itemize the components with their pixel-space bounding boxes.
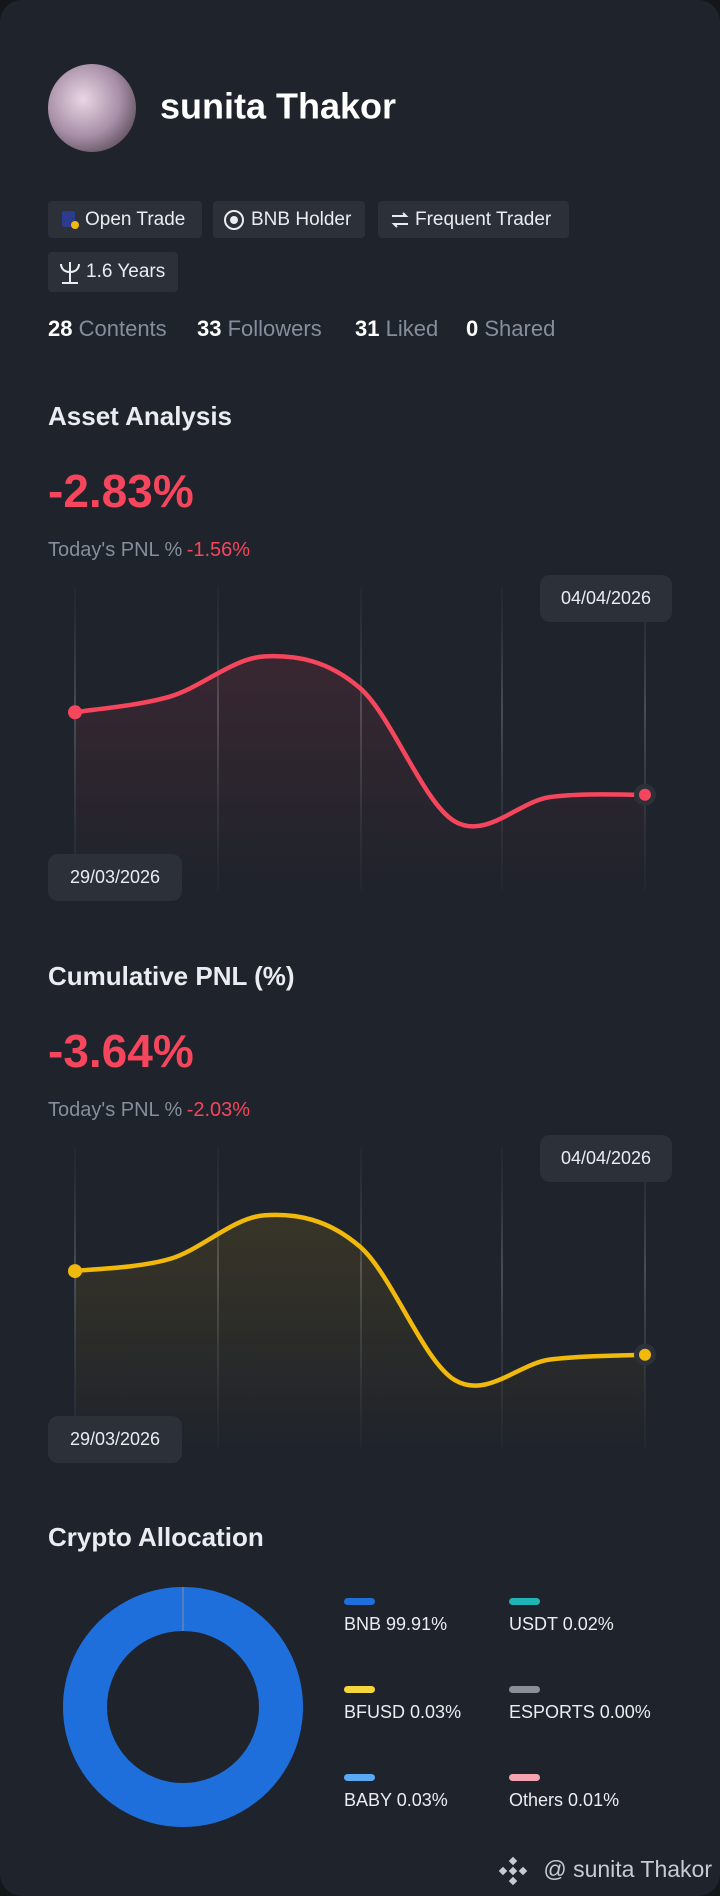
- headline-value: -3.64%: [48, 1025, 194, 1077]
- avatar[interactable]: [48, 64, 136, 152]
- legend-value: 0.02%: [563, 1614, 614, 1634]
- stat: 33 Followers: [197, 316, 322, 341]
- line: [72, 1212, 648, 1388]
- line-chart: 29/03/2026 04/04/2026: [48, 1135, 672, 1463]
- legend-swatch: [509, 1598, 540, 1605]
- legend-name: USDT: [509, 1614, 558, 1634]
- legend-item: USDT 0.02%: [509, 1598, 614, 1634]
- pnl-label: Today's PNL %: [48, 539, 182, 561]
- badge[interactable]: Frequent Trader: [378, 201, 569, 238]
- legend-text: USDT 0.02%: [509, 1614, 614, 1634]
- area: [75, 656, 645, 890]
- section-title: Cumulative PNL (%): [48, 961, 295, 991]
- legend-value: 0.00%: [600, 1702, 651, 1722]
- start-point: [68, 1264, 82, 1279]
- stat-label: Followers: [228, 316, 322, 341]
- legend-text: BNB 99.91%: [344, 1614, 447, 1634]
- stat-count: 28: [48, 316, 72, 341]
- pnl-row: Today's PNL % -1.56%: [48, 539, 250, 561]
- legend-text: ESPORTS 0.00%: [509, 1702, 651, 1722]
- stat: 31 Liked: [355, 316, 438, 341]
- date-bubble: [540, 575, 672, 622]
- legend-item: Others 0.01%: [509, 1774, 619, 1810]
- legend-swatch: [509, 1774, 540, 1781]
- headline-value: -2.83%: [48, 465, 194, 517]
- badge[interactable]: 1.6 Years: [48, 252, 178, 292]
- legend-item: BFUSD 0.03%: [344, 1686, 461, 1722]
- pnl-label: Today's PNL %: [48, 1099, 182, 1121]
- date-bubble: [48, 1416, 182, 1463]
- date-label: 04/04/2026: [561, 588, 651, 608]
- section-title: Asset Analysis: [48, 401, 232, 431]
- legend-item: ESPORTS 0.00%: [509, 1686, 651, 1722]
- legend-value: 0.03%: [397, 1790, 448, 1810]
- legend-text: BFUSD 0.03%: [344, 1702, 461, 1722]
- legend-name: BNB: [344, 1614, 381, 1634]
- stat-count: 33: [197, 316, 221, 341]
- badge[interactable]: BNB Holder: [213, 201, 365, 238]
- legend-value: 0.03%: [410, 1702, 461, 1722]
- cumulative-pnl: Cumulative PNL (%) -3.64% Today's PNL % …: [48, 961, 295, 1121]
- legend-swatch: [344, 1686, 375, 1693]
- guide-line: [644, 1147, 646, 1448]
- stat-label: Shared: [484, 316, 555, 341]
- legend-item: BABY 0.03%: [344, 1774, 448, 1810]
- pnl-value: -2.03%: [187, 1099, 251, 1121]
- legend-text: BABY 0.03%: [344, 1790, 448, 1810]
- badge-text: Open Trade: [85, 209, 185, 230]
- footer-text: @ sunita Thakor: [543, 1856, 712, 1882]
- line-chart: 29/03/2026 04/04/2026: [48, 575, 672, 901]
- legend-value: 99.91%: [386, 1614, 447, 1634]
- guide-line: [644, 587, 646, 890]
- date-label: 29/03/2026: [70, 867, 160, 887]
- stat-count: 31: [355, 316, 379, 341]
- end-point-dot: [639, 788, 651, 801]
- legend-swatch: [509, 1686, 540, 1693]
- date-label: 29/03/2026: [70, 1429, 160, 1449]
- pnl-row: Today's PNL % -2.03%: [48, 1099, 250, 1121]
- legend-swatch: [344, 1774, 375, 1781]
- stat-label: Contents: [79, 316, 167, 341]
- badge-text: 1.6 Years: [86, 261, 165, 282]
- date-bubble: [48, 854, 182, 901]
- legend-name: BABY: [344, 1790, 392, 1810]
- user-name: sunita Thakor: [160, 86, 396, 127]
- date-label: 04/04/2026: [561, 1148, 651, 1168]
- line: [72, 653, 648, 829]
- legend-item: BNB 99.91%: [344, 1598, 447, 1634]
- legend-name: Others: [509, 1790, 563, 1810]
- badge-text: BNB Holder: [251, 209, 352, 230]
- badge-text: Frequent Trader: [415, 209, 552, 230]
- legend-name: BFUSD: [344, 1702, 405, 1722]
- stat: 0 Shared: [466, 316, 555, 341]
- stat: 28 Contents: [48, 316, 167, 341]
- guide-line: [501, 587, 503, 890]
- asset-analysis: Asset Analysis -2.83% Today's PNL % -1.5…: [48, 401, 250, 561]
- guide-line: [501, 1147, 503, 1448]
- area: [75, 1214, 645, 1448]
- section-title: Crypto Allocation: [48, 1522, 264, 1552]
- start-point: [68, 705, 82, 720]
- legend-swatch: [344, 1598, 375, 1605]
- stat-count: 0: [466, 316, 478, 341]
- legend-text: Others 0.01%: [509, 1790, 619, 1810]
- stat-label: Liked: [386, 316, 439, 341]
- legend-name: ESPORTS: [509, 1702, 595, 1722]
- end-point-dot: [639, 1348, 651, 1361]
- pnl-value: -1.56%: [187, 539, 251, 561]
- badge[interactable]: Open Trade: [48, 201, 202, 238]
- date-bubble: [540, 1135, 672, 1182]
- stats: 28 Contents 33 Followers 31 Liked 0 Shared: [48, 316, 555, 341]
- legend-value: 0.01%: [568, 1790, 619, 1810]
